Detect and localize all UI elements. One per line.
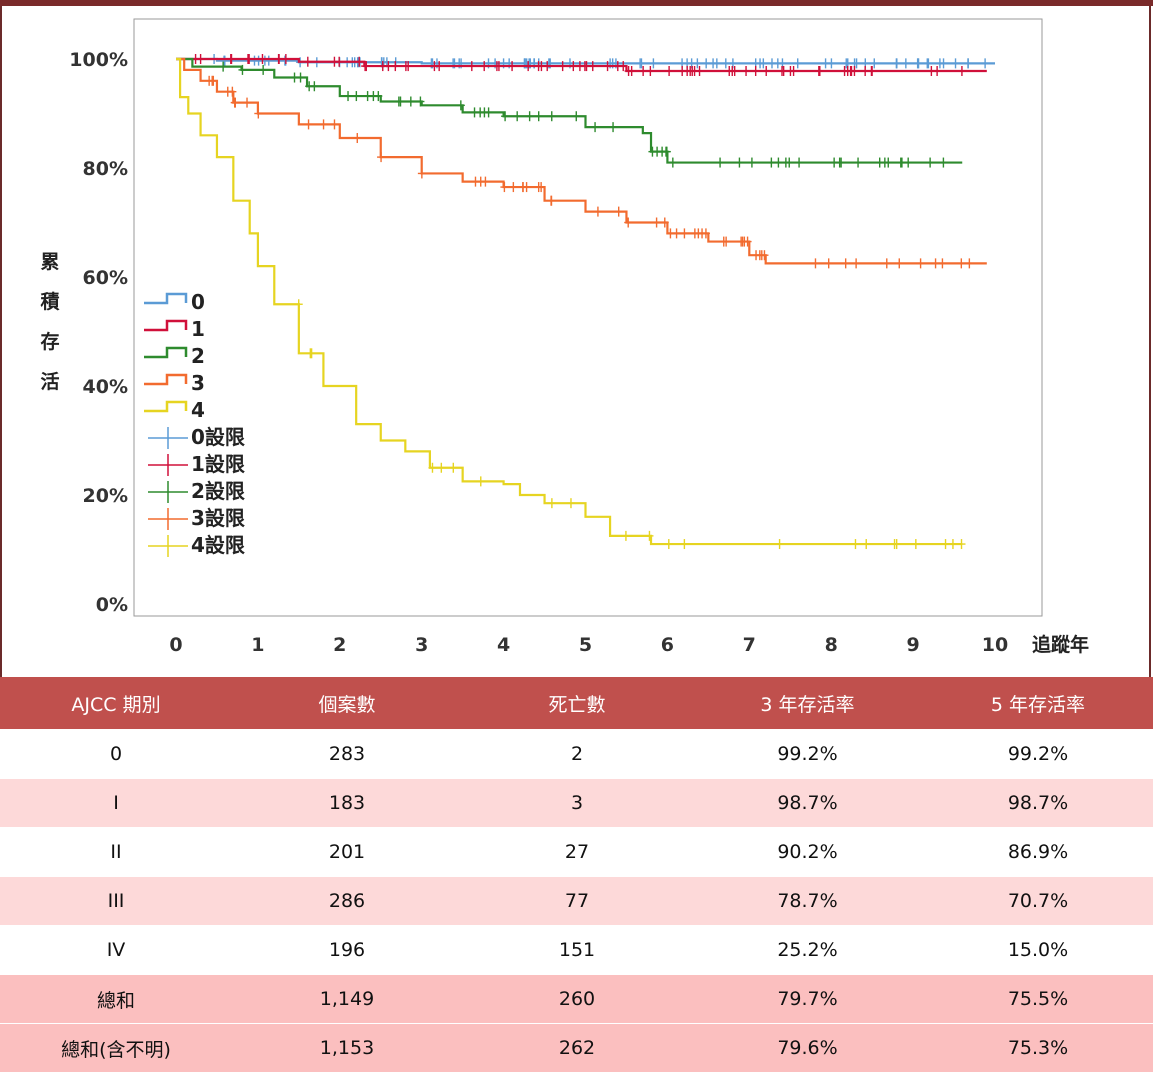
table-cell: 1,153 (232, 1024, 462, 1072)
table-cell: 79.7% (692, 975, 923, 1024)
table-cell: 78.7% (692, 877, 923, 926)
table-header-cell: 死亡數 (462, 677, 692, 730)
table-cell: 262 (462, 1024, 692, 1072)
legend-label: 2 (191, 344, 205, 368)
legend-label: 3 (191, 371, 205, 395)
table-cell: 27 (462, 828, 692, 877)
table-cell: I (0, 779, 232, 828)
table-header-cell: 5 年存活率 (923, 677, 1153, 730)
table-cell: 99.2% (923, 730, 1153, 779)
x-tick-label: 4 (497, 634, 510, 656)
x-tick-label: 5 (579, 634, 592, 656)
legend-label: 2設限 (191, 479, 245, 503)
table-cell: 286 (232, 877, 462, 926)
plot-border (134, 19, 1042, 616)
legend-label: 4設限 (191, 533, 245, 557)
table-header-cell: 個案數 (232, 677, 462, 730)
y-axis-label: 存 (40, 330, 59, 353)
table-cell: 196 (232, 926, 462, 975)
table-cell: 260 (462, 975, 692, 1024)
table-header-cell: 3 年存活率 (692, 677, 923, 730)
x-tick-label: 9 (906, 634, 919, 656)
table-cell: 79.6% (692, 1024, 923, 1072)
y-axis-label: 累 (40, 251, 59, 273)
legend-label: 1設限 (191, 452, 245, 476)
legend-label: 0設限 (191, 425, 245, 449)
y-axis-label: 活 (40, 370, 59, 393)
table-cell: 77 (462, 877, 692, 926)
y-axis-label: 積 (40, 290, 59, 313)
table-cell: 2 (462, 730, 692, 779)
x-tick-label: 7 (743, 634, 756, 656)
x-tick-label: 6 (661, 634, 674, 656)
y-tick-label: 80% (83, 158, 128, 180)
table-cell: 25.2% (692, 926, 923, 975)
legend-label: 3設限 (191, 506, 245, 530)
table-cell: II (0, 828, 232, 877)
table-cell: 151 (462, 926, 692, 975)
legend-label: 1 (191, 317, 205, 341)
table-cell: 總和(含不明) (0, 1024, 232, 1072)
table-cell: 183 (232, 779, 462, 828)
table-cell: 98.7% (923, 779, 1153, 828)
x-tick-label: 0 (169, 634, 182, 656)
table-cell: III (0, 877, 232, 926)
table-cell: 75.5% (923, 975, 1153, 1024)
x-axis-label: 追蹤年 (1032, 633, 1089, 656)
table-cell: IV (0, 926, 232, 975)
table-cell: 90.2% (692, 828, 923, 877)
table-header-cell: AJCC 期別 (0, 677, 232, 730)
x-tick-label: 10 (982, 634, 1008, 656)
table-cell: 70.7% (923, 877, 1153, 926)
table-cell: 201 (232, 828, 462, 877)
x-tick-label: 2 (333, 634, 346, 656)
table-cell: 86.9% (923, 828, 1153, 877)
table-cell: 15.0% (923, 926, 1153, 975)
legend-label: 4 (191, 398, 205, 422)
x-tick-label: 8 (825, 634, 838, 656)
table-cell: 283 (232, 730, 462, 779)
legend-label: 0 (191, 290, 205, 314)
y-tick-label: 40% (83, 376, 128, 398)
table-cell: 0 (0, 730, 232, 779)
y-tick-label: 60% (83, 267, 128, 289)
table-cell: 3 (462, 779, 692, 828)
y-tick-label: 0% (96, 594, 128, 616)
y-tick-label: 20% (83, 485, 128, 507)
table-cell: 1,149 (232, 975, 462, 1024)
table-cell: 75.3% (923, 1024, 1153, 1072)
table-cell: 99.2% (692, 730, 923, 779)
table-cell: 總和 (0, 975, 232, 1024)
y-tick-label: 100% (69, 49, 128, 71)
x-tick-label: 3 (415, 634, 428, 656)
x-tick-label: 1 (251, 634, 264, 656)
table-cell: 98.7% (692, 779, 923, 828)
